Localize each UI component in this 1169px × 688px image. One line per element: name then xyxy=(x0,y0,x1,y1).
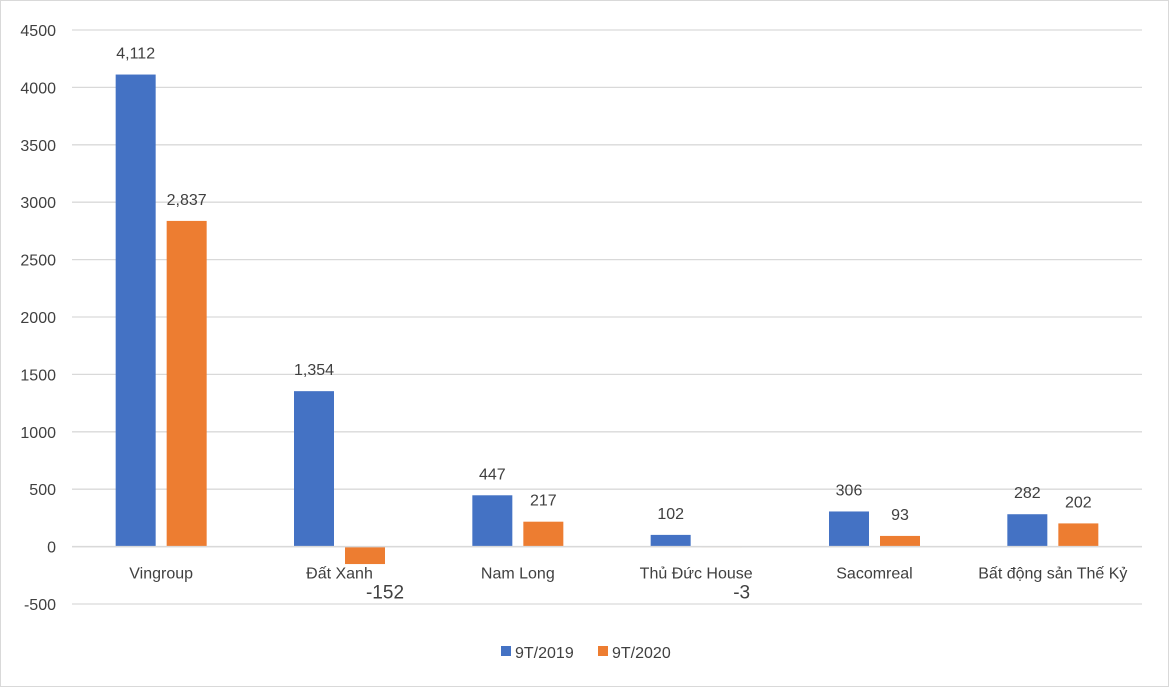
x-tick-label: Đất Xanh xyxy=(306,566,373,583)
y-tick-label: 3000 xyxy=(20,195,56,212)
y-tick-label: 2000 xyxy=(20,310,56,327)
bar-9T/2019 xyxy=(115,74,156,547)
data-label: 217 xyxy=(530,493,557,510)
legend-label: 9T/2020 xyxy=(612,645,671,662)
data-label: 306 xyxy=(836,482,863,499)
bar-9T/2020 xyxy=(1058,523,1099,547)
data-label: 93 xyxy=(891,507,909,524)
x-tick-label: Bất động sản Thế Kỷ xyxy=(978,566,1127,583)
legend-swatch xyxy=(598,646,608,656)
y-tick-label: 0 xyxy=(47,540,56,557)
data-label: 4,112 xyxy=(116,46,155,63)
bar-9T/2019 xyxy=(1007,514,1048,547)
x-tick-label: Vingroup xyxy=(129,566,193,583)
bar-9T/2019 xyxy=(472,495,513,547)
data-label: 102 xyxy=(657,506,684,523)
legend-swatch xyxy=(501,646,511,656)
y-tick-label: 4500 xyxy=(20,23,56,40)
data-label: -3 xyxy=(733,583,750,604)
data-label: 2,837 xyxy=(167,192,207,209)
y-tick-label: 3500 xyxy=(20,138,56,155)
bar-9T/2019 xyxy=(294,391,334,547)
y-tick-label: 1500 xyxy=(20,367,56,384)
y-tick-label: 4000 xyxy=(20,80,56,97)
bar-9T/2020 xyxy=(166,220,207,547)
y-tick-label: -500 xyxy=(24,597,56,614)
data-label: -152 xyxy=(366,583,404,604)
data-label: 447 xyxy=(479,466,506,483)
bar-9T/2019 xyxy=(829,511,869,547)
bar-9T/2019 xyxy=(650,534,691,547)
y-tick-label: 1000 xyxy=(20,425,56,442)
data-label: 202 xyxy=(1065,494,1092,511)
legend-label: 9T/2019 xyxy=(515,645,574,662)
x-tick-label: Nam Long xyxy=(481,566,555,583)
x-tick-label: Thủ Đức House xyxy=(640,566,753,583)
bar-9T/2020 xyxy=(523,521,564,547)
y-tick-label: 2500 xyxy=(20,253,56,270)
data-label: 282 xyxy=(1014,485,1041,502)
bar-9T/2020 xyxy=(880,535,920,547)
x-tick-label: Sacomreal xyxy=(836,566,912,583)
bar-9T/2020 xyxy=(345,546,385,565)
data-label: 1,354 xyxy=(294,362,334,379)
y-tick-label: 500 xyxy=(29,482,56,499)
